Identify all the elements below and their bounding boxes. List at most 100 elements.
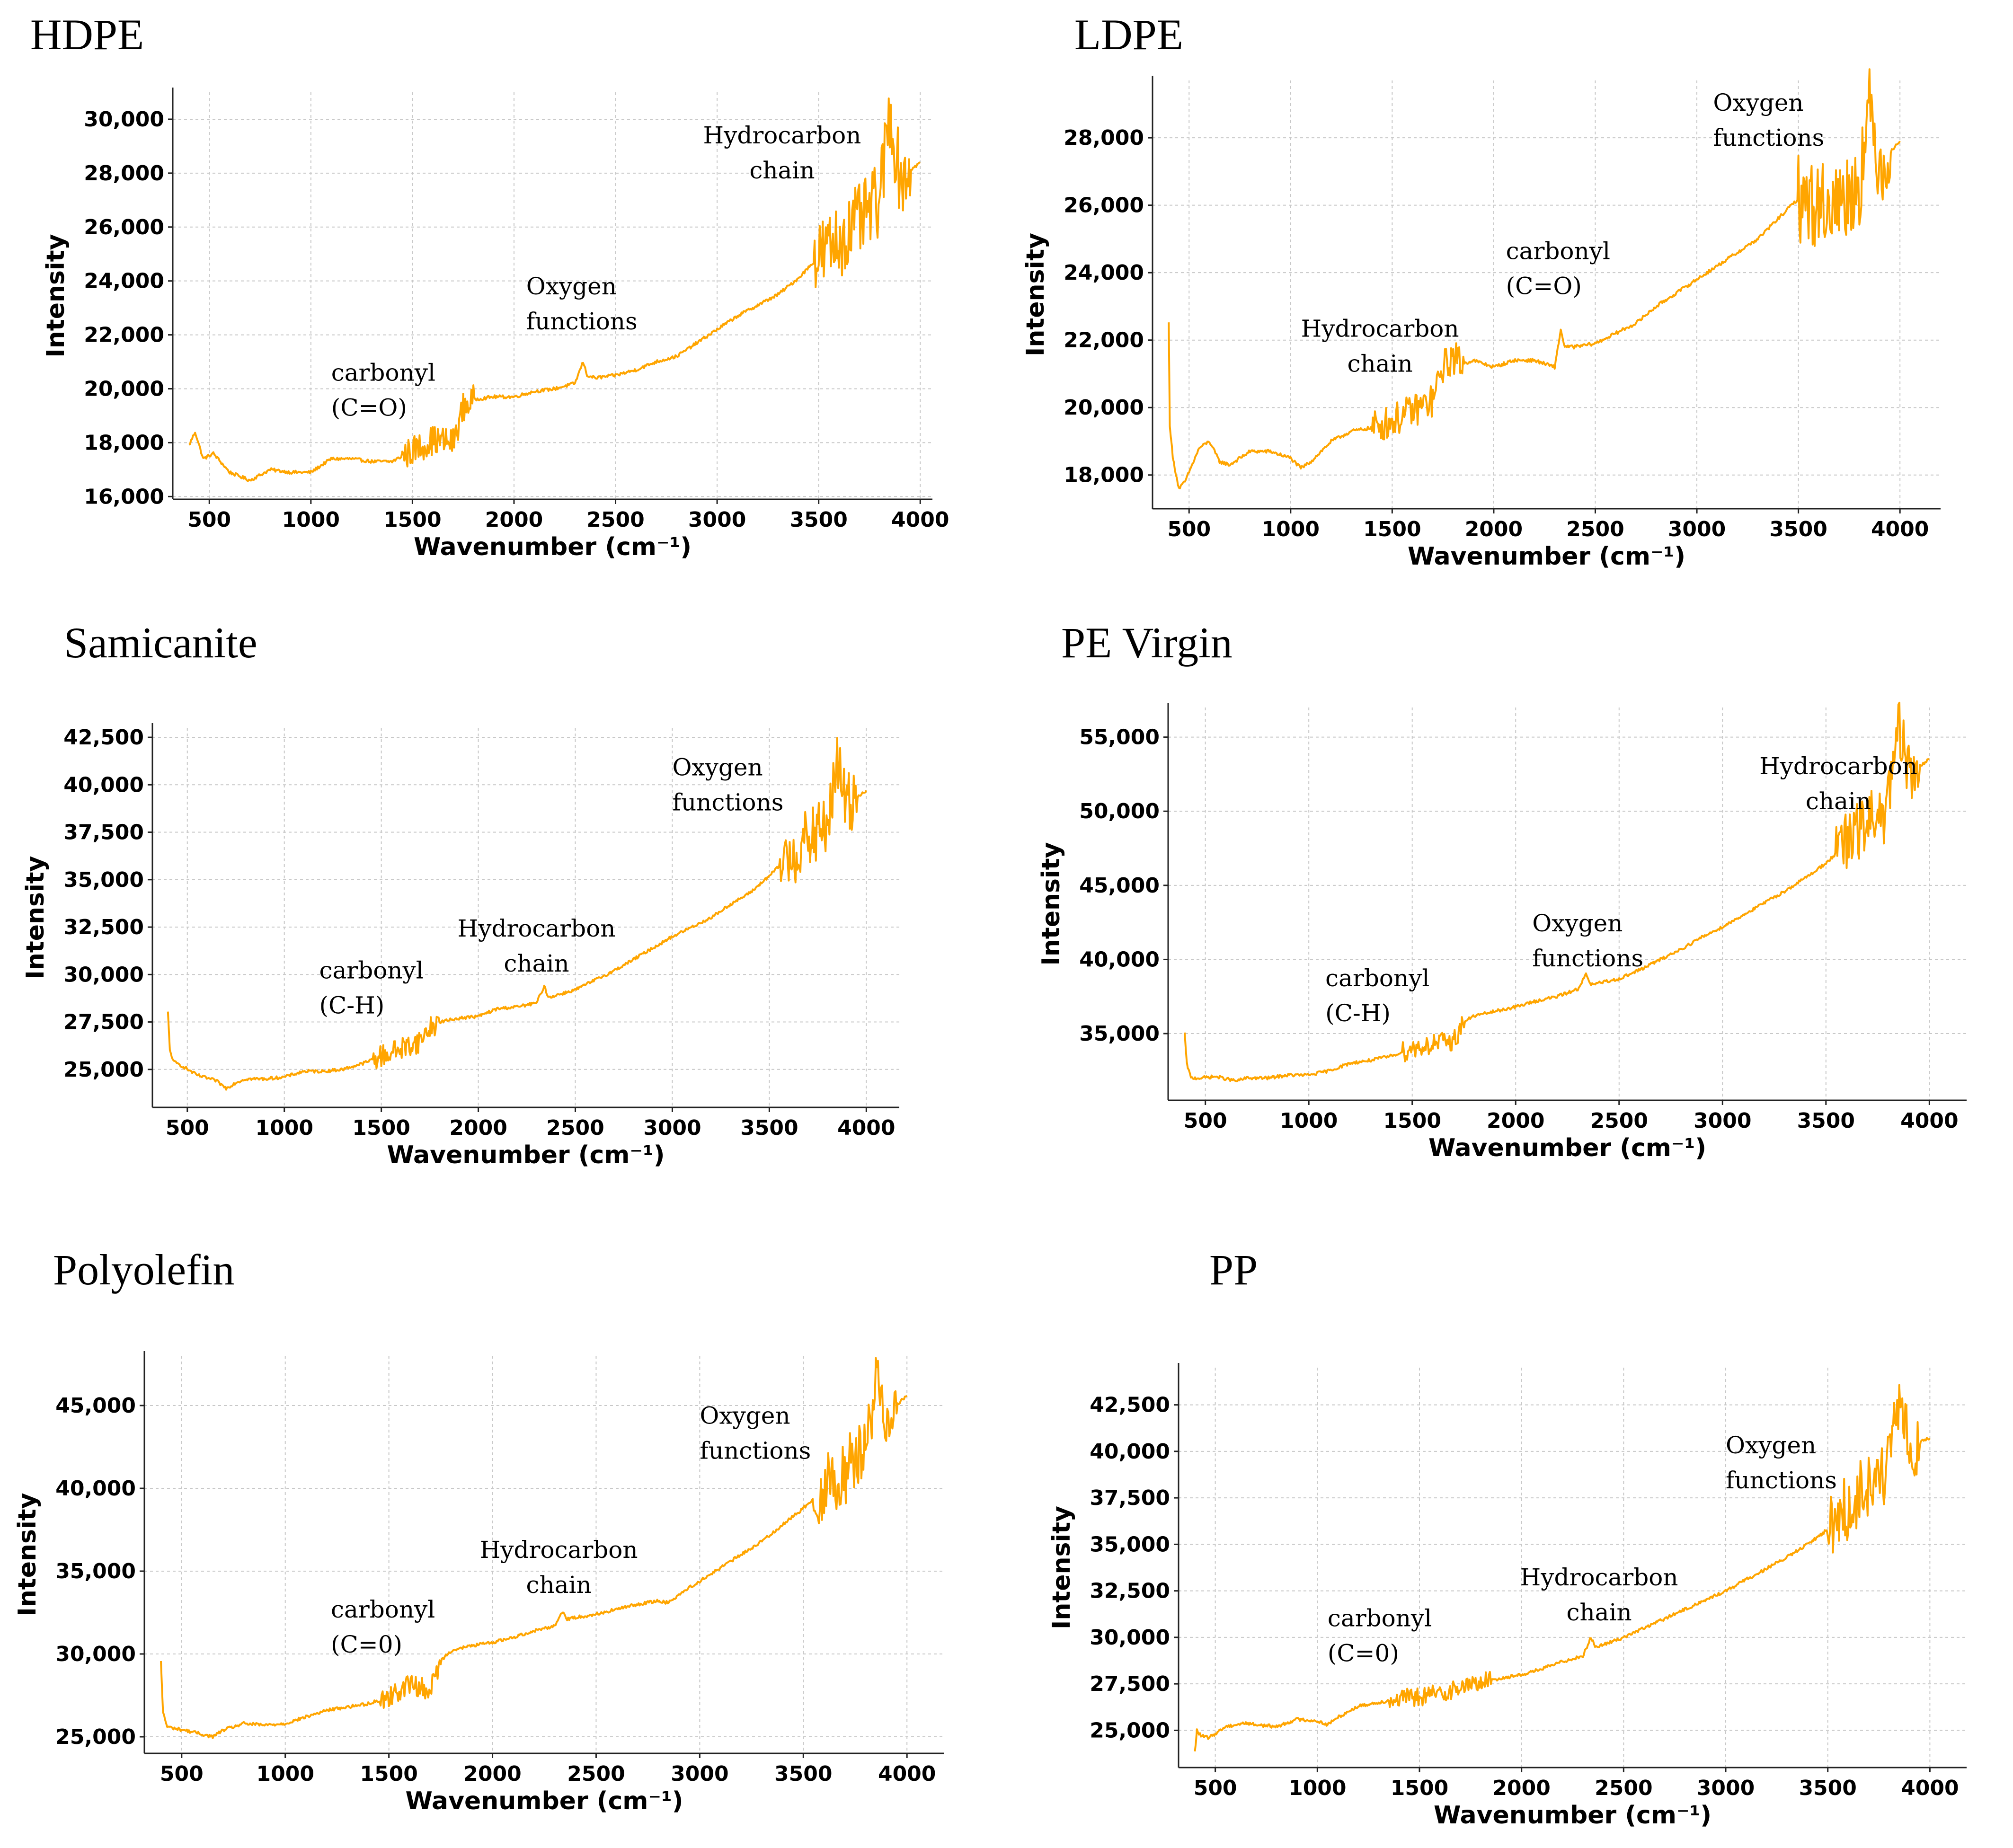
- x-tick-label: 1000: [256, 1762, 314, 1786]
- y-tick-label: 25,000: [63, 1058, 144, 1082]
- annotation-line: chain: [526, 1571, 592, 1599]
- annotation-line: carbonyl: [331, 1596, 435, 1623]
- annotation-label: Oxygen functions: [672, 753, 783, 816]
- y-tick-label: 26,000: [84, 215, 164, 239]
- annotation-line: Hydrocarbon: [703, 122, 861, 149]
- y-axis-label: Intensity: [1047, 1506, 1076, 1629]
- x-tick-label: 1500: [1391, 1776, 1448, 1800]
- x-tick-label: 3500: [1799, 1776, 1856, 1800]
- annotation-line: Oxygen: [1532, 910, 1623, 937]
- x-tick-label: 2000: [1465, 517, 1523, 541]
- x-tick-label: 2500: [586, 508, 644, 532]
- y-tick-label: 45,000: [1079, 874, 1160, 898]
- y-tick-label: 30,000: [55, 1642, 136, 1666]
- line-chart: 500 1000 1500 2000 2500 3000 3500 4000 16,000 18,…: [42, 88, 949, 561]
- annotation-label: Oxygen functions: [1713, 89, 1824, 151]
- y-tick-label: 35,000: [63, 868, 144, 892]
- y-tick-label: 45,000: [55, 1394, 136, 1418]
- y-tick-label: 42,500: [1090, 1393, 1170, 1417]
- annotation-line: functions: [672, 788, 783, 816]
- y-tick-label: 22,000: [84, 323, 164, 347]
- x-tick-label: 3500: [740, 1116, 798, 1140]
- x-tick-label: 1000: [1280, 1109, 1338, 1133]
- x-tick-label: 1000: [1288, 1776, 1346, 1800]
- y-tick-label: 55,000: [1079, 725, 1160, 750]
- series-line: [1194, 1384, 1931, 1752]
- annotation-line: functions: [1532, 945, 1643, 972]
- y-tick-label: 22,000: [1064, 328, 1144, 353]
- annotation-line: Oxygen: [1713, 89, 1803, 116]
- annotation-line: functions: [1726, 1467, 1837, 1494]
- chart-title: Samicanite: [64, 619, 257, 667]
- y-tick-label: 20,000: [1064, 396, 1144, 420]
- x-tick-label: 500: [166, 1116, 209, 1140]
- annotation-line: functions: [526, 308, 638, 335]
- annotation-label: carbonyl (C-H): [1325, 964, 1429, 1027]
- x-tick-label: 4000: [1871, 517, 1929, 541]
- annotation-line: chain: [504, 950, 569, 977]
- y-tick-label: 30,000: [84, 107, 164, 132]
- y-tick-label: 40,000: [63, 773, 144, 797]
- y-tick-label: 25,000: [1090, 1718, 1170, 1742]
- y-tick-label: 24,000: [1064, 261, 1144, 285]
- annotation-line: chain: [1806, 787, 1871, 815]
- x-tick-label: 1500: [360, 1762, 417, 1786]
- x-tick-label: 3000: [1694, 1109, 1751, 1133]
- x-tick-label: 3500: [1797, 1109, 1855, 1133]
- annotation-line: Oxygen: [526, 273, 617, 300]
- y-tick-label: 28,000: [84, 161, 164, 186]
- y-tick-label: 35,000: [1079, 1022, 1160, 1046]
- series-line: [160, 1357, 908, 1739]
- x-tick-label: 500: [187, 508, 231, 532]
- annotation-line: Oxygen: [672, 753, 763, 781]
- x-tick-label: 3000: [688, 508, 746, 532]
- x-tick-label: 4000: [1900, 1109, 1958, 1133]
- annotation-line: chain: [749, 157, 815, 184]
- annotation-label: Hydrocarbon chain: [480, 1536, 638, 1599]
- annotation-line: chain: [1348, 350, 1413, 378]
- x-tick-label: 2500: [1590, 1109, 1648, 1133]
- x-tick-label: 2500: [1595, 1776, 1652, 1800]
- annotation-label: carbonyl (C=O): [1506, 238, 1610, 300]
- annotation-label: carbonyl (C=O): [331, 359, 435, 421]
- x-tick-label: 2000: [1492, 1776, 1550, 1800]
- y-tick-label: 32,500: [1090, 1579, 1170, 1603]
- y-tick-label: 27,500: [63, 1010, 144, 1035]
- annotation-line: (C=O): [331, 394, 407, 421]
- y-tick-label: 40,000: [1079, 947, 1160, 972]
- annotation-label: carbonyl (C=0): [331, 1596, 435, 1658]
- line-chart: 500 1000 1500 2000 2500 3000 3500 4000 25,000 27,…: [21, 723, 899, 1169]
- annotation-label: Oxygen functions: [700, 1402, 811, 1465]
- y-axis-label: Intensity: [21, 856, 50, 979]
- x-tick-label: 2000: [463, 1762, 521, 1786]
- annotation-line: Hydrocarbon: [480, 1536, 638, 1564]
- series-line: [1168, 68, 1901, 489]
- y-axis-label: Intensity: [42, 234, 70, 357]
- y-tick-label: 40,000: [55, 1477, 136, 1501]
- x-tick-label: 3000: [1668, 517, 1726, 541]
- annotation-label: Hydrocarbon chain: [1301, 315, 1459, 378]
- line-chart: 500 1000 1500 2000 2500 3000 3500 4000 25,000 27,…: [1047, 1363, 1967, 1830]
- annotation-line: Hydrocarbon: [458, 915, 616, 942]
- y-tick-label: 16,000: [84, 485, 164, 509]
- chart-title: HDPE: [30, 10, 144, 59]
- x-axis-label: Wavenumber (cm⁻¹): [1428, 1134, 1706, 1162]
- x-tick-label: 4000: [878, 1762, 936, 1786]
- y-tick-label: 28,000: [1064, 126, 1144, 150]
- y-tick-label: 30,000: [63, 963, 144, 987]
- y-tick-label: 42,500: [63, 725, 144, 750]
- annotation-line: Oxygen: [700, 1402, 790, 1430]
- annotation-line: Hydrocarbon: [1759, 752, 1917, 780]
- x-axis-label: Wavenumber (cm⁻¹): [406, 1787, 683, 1815]
- x-tick-label: 500: [160, 1762, 204, 1786]
- x-tick-label: 1000: [1262, 517, 1320, 541]
- x-axis-label: Wavenumber (cm⁻¹): [414, 533, 692, 561]
- x-tick-label: 2000: [485, 508, 543, 532]
- x-tick-label: 1500: [1363, 517, 1421, 541]
- y-tick-label: 50,000: [1079, 799, 1160, 823]
- y-tick-label: 27,500: [1090, 1672, 1170, 1696]
- annotation-line: Oxygen: [1726, 1432, 1816, 1459]
- x-tick-label: 3000: [643, 1116, 701, 1140]
- x-tick-label: 3000: [1697, 1776, 1755, 1800]
- x-tick-label: 3500: [1769, 517, 1827, 541]
